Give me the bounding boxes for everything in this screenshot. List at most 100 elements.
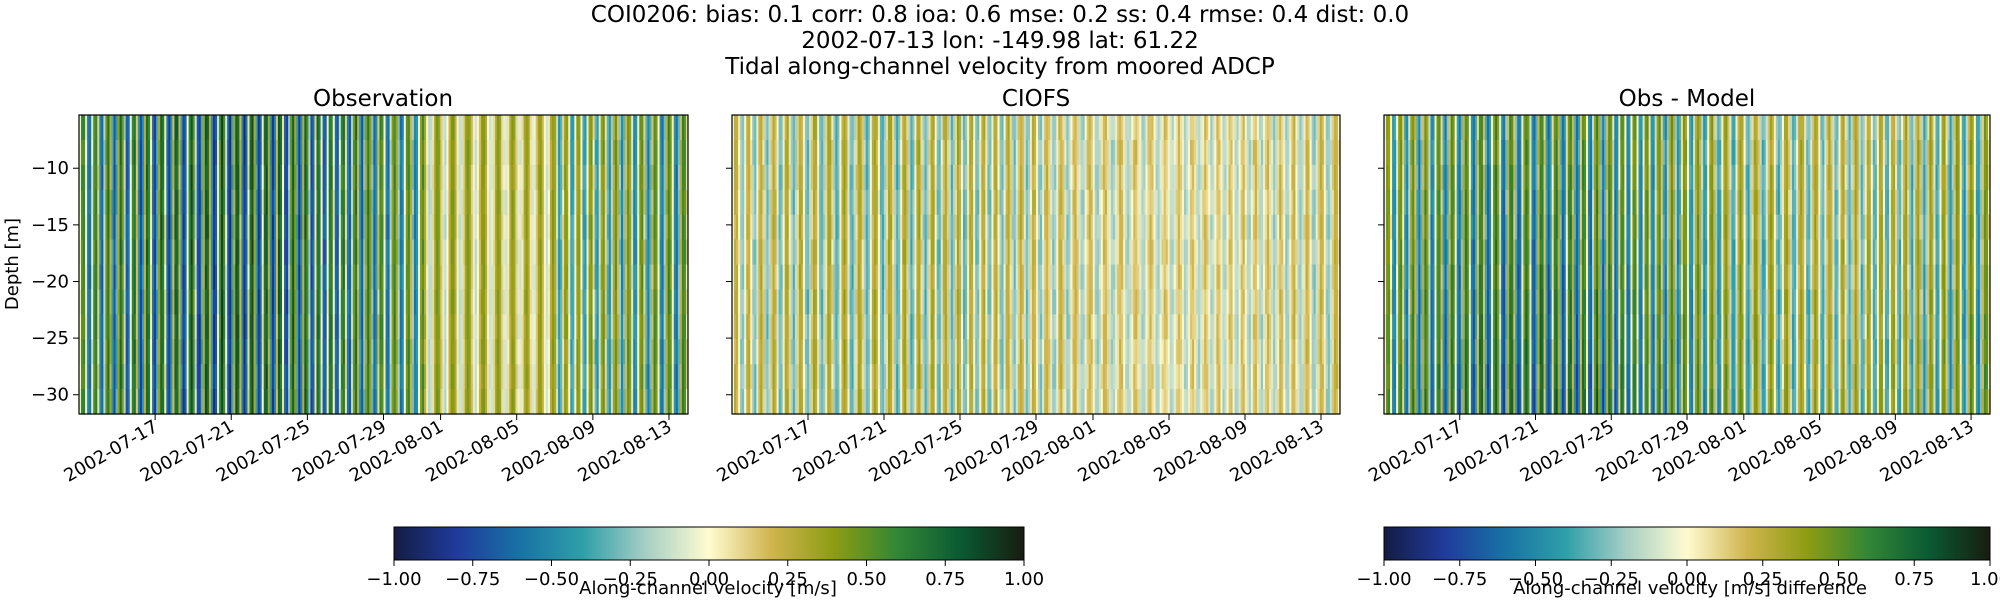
heatmap-cell bbox=[277, 389, 281, 415]
heatmap-cell bbox=[944, 189, 948, 216]
heatmap-cell bbox=[184, 339, 188, 365]
heatmap-cell bbox=[438, 389, 441, 415]
heatmap-cell bbox=[835, 164, 838, 191]
heatmap-cell bbox=[780, 189, 784, 216]
heatmap-cell bbox=[821, 314, 824, 340]
heatmap-cell bbox=[304, 139, 307, 166]
heatmap-cell bbox=[616, 364, 620, 390]
heatmap-cell bbox=[338, 239, 342, 266]
heatmap-cell bbox=[535, 189, 539, 216]
heatmap-cell bbox=[413, 214, 417, 241]
heatmap-cell bbox=[422, 239, 425, 266]
heatmap-cell bbox=[387, 314, 391, 340]
heatmap-cell bbox=[194, 264, 198, 291]
heatmap-cell bbox=[257, 189, 261, 216]
heatmap-cell bbox=[141, 314, 145, 340]
heatmap-cell bbox=[942, 239, 946, 266]
heatmap-cell bbox=[430, 389, 433, 415]
heatmap-cell bbox=[454, 214, 458, 241]
heatmap-cell bbox=[219, 314, 222, 340]
heatmap-cell bbox=[154, 389, 157, 415]
heatmap-cell bbox=[560, 115, 563, 141]
heatmap-cell bbox=[249, 214, 253, 241]
heatmap-cell bbox=[851, 189, 855, 216]
heatmap-cell bbox=[117, 139, 121, 166]
heatmap-cell bbox=[81, 139, 84, 166]
heatmap-cell bbox=[683, 289, 687, 315]
heatmap-cell bbox=[867, 314, 871, 340]
heatmap-cell bbox=[190, 289, 194, 315]
heatmap-cell bbox=[774, 264, 778, 291]
heatmap-cell bbox=[387, 189, 391, 216]
heatmap-cell bbox=[936, 264, 940, 291]
heatmap-cell bbox=[811, 289, 814, 315]
heatmap-cell bbox=[369, 214, 372, 241]
heatmap-cell bbox=[267, 314, 271, 340]
heatmap-cell bbox=[633, 189, 636, 216]
heatmap-cell bbox=[379, 214, 383, 241]
heatmap-cell bbox=[499, 339, 502, 365]
heatmap-cell bbox=[127, 314, 131, 340]
heatmap-cell bbox=[369, 389, 372, 415]
heatmap-cell bbox=[618, 189, 622, 216]
heatmap-cell bbox=[511, 389, 515, 415]
heatmap-cell bbox=[683, 115, 687, 141]
heatmap-cell bbox=[129, 115, 133, 141]
heatmap-cell bbox=[663, 364, 667, 390]
heatmap-cell bbox=[403, 364, 407, 390]
heatmap-cell bbox=[247, 239, 251, 266]
heatmap-cell bbox=[172, 389, 176, 415]
heatmap-cell bbox=[359, 364, 362, 390]
heatmap-cell bbox=[886, 214, 889, 241]
heatmap-cell bbox=[768, 139, 772, 166]
heatmap-cell bbox=[515, 164, 519, 191]
heatmap-cell bbox=[665, 364, 669, 390]
heatmap-cell bbox=[908, 214, 911, 241]
heatmap-cell bbox=[535, 115, 539, 141]
heatmap-cell bbox=[357, 214, 360, 241]
heatmap-cell bbox=[582, 139, 586, 166]
heatmap-cell bbox=[249, 389, 253, 415]
heatmap-cell bbox=[444, 314, 448, 340]
heatmap-cell bbox=[621, 289, 624, 315]
heatmap-cell bbox=[521, 189, 525, 216]
heatmap-cell bbox=[200, 239, 204, 266]
heatmap-cell bbox=[519, 389, 523, 415]
heatmap-cell bbox=[855, 339, 859, 365]
heatmap-cell bbox=[594, 389, 598, 415]
heatmap-cell bbox=[133, 164, 137, 191]
heatmap-cell bbox=[342, 164, 346, 191]
heatmap-cell bbox=[578, 339, 582, 365]
heatmap-cell bbox=[235, 115, 238, 141]
heatmap-cell bbox=[482, 239, 486, 266]
heatmap-cell bbox=[170, 239, 173, 266]
heatmap-cell bbox=[932, 389, 936, 415]
heatmap-cell bbox=[529, 239, 533, 266]
heatmap-cell bbox=[596, 139, 600, 166]
heatmap-cell bbox=[326, 139, 330, 166]
heatmap-cell bbox=[367, 289, 370, 315]
heatmap-cell bbox=[111, 314, 115, 340]
heatmap-cell bbox=[958, 214, 962, 241]
heatmap-cell bbox=[279, 115, 283, 141]
heatmap-cell bbox=[578, 189, 582, 216]
heatmap-cell bbox=[539, 115, 543, 141]
heatmap-cell bbox=[574, 289, 577, 315]
heatmap-cell bbox=[845, 339, 849, 365]
heatmap-cell bbox=[578, 239, 582, 266]
heatmap-cell bbox=[332, 189, 336, 216]
heatmap-cell bbox=[411, 364, 415, 390]
heatmap-cell bbox=[786, 189, 790, 216]
heatmap-cell bbox=[263, 364, 267, 390]
heatmap-cell bbox=[671, 314, 675, 340]
heatmap-cell bbox=[802, 164, 806, 191]
heatmap-cell bbox=[113, 314, 117, 340]
heatmap-cell bbox=[79, 139, 82, 166]
heatmap-cell bbox=[346, 264, 350, 291]
heatmap-cell bbox=[346, 364, 350, 390]
heatmap-cell bbox=[643, 214, 646, 241]
heatmap-cell bbox=[768, 264, 772, 291]
heatmap-cell bbox=[478, 264, 482, 291]
heatmap-cell bbox=[663, 339, 667, 365]
heatmap-cell bbox=[529, 389, 533, 415]
